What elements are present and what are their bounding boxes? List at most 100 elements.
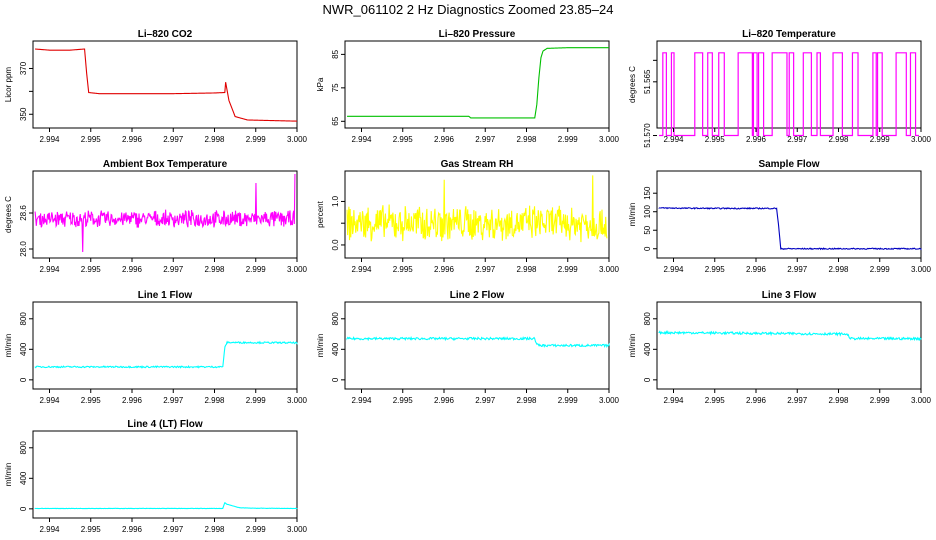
y-axis-label: Licor ppm: [4, 67, 13, 102]
y-tick-label: 800: [331, 312, 340, 326]
x-tick-label: 2.999: [558, 265, 579, 274]
y-tick-label: 800: [643, 312, 652, 326]
x-tick-label: 2.995: [393, 135, 414, 144]
series-line: [658, 206, 922, 251]
y-axis-label: ml/min: [4, 334, 13, 358]
y-axis-label: degrees C: [4, 196, 13, 233]
chart-title: Li–820 Temperature: [742, 29, 836, 40]
x-tick-label: 2.995: [81, 525, 102, 534]
y-axis-label: kPa: [316, 77, 325, 91]
x-tick-label: 3.000: [287, 396, 308, 405]
x-tick-label: 2.997: [787, 135, 808, 144]
chart-line1: Line 1 Flow 2.994 2.995 2.996 2.997 2.998 2.99…: [4, 290, 308, 405]
x-tick-label: 2.997: [163, 396, 184, 405]
chart-pressure: Li–820 Pressure 2.994 2.995 2.996 2.997 2.998…: [316, 29, 620, 144]
x-tick-label: 2.999: [246, 396, 267, 405]
x-tick-label: 2.995: [393, 396, 414, 405]
series-line: [658, 330, 922, 342]
y-tick-label: 28.0: [19, 241, 28, 257]
x-tick-label: 2.997: [787, 396, 808, 405]
y-tick-label: 0: [331, 377, 340, 382]
chart-title: Li–820 CO2: [138, 29, 193, 40]
plot-frame: [656, 170, 922, 259]
x-tick-label: 2.999: [870, 396, 891, 405]
x-tick-label: 2.996: [122, 135, 143, 144]
series-line: [659, 52, 919, 137]
x-tick-label: 2.998: [828, 265, 849, 274]
x-tick-label: 2.994: [663, 396, 684, 405]
y-tick-label: 51.570: [643, 123, 652, 148]
x-tick-label: 2.999: [870, 265, 891, 274]
x-tick-label: 2.994: [351, 135, 372, 144]
chart-title: Li–820 Pressure: [439, 29, 516, 40]
series-line: [347, 47, 609, 119]
x-tick-label: 2.998: [516, 265, 537, 274]
y-tick-label: 28.6: [19, 205, 28, 221]
x-tick-label: 3.000: [599, 265, 620, 274]
y-tick-label: 0: [643, 246, 652, 251]
x-tick-label: 3.000: [287, 135, 308, 144]
x-tick-label: 2.998: [516, 396, 537, 405]
x-tick-label: 2.994: [39, 265, 60, 274]
x-tick-label: 2.995: [705, 396, 726, 405]
plot-frame: [344, 40, 610, 129]
x-tick-label: 2.997: [475, 265, 496, 274]
series-line: [346, 336, 610, 348]
x-tick-label: 2.997: [787, 265, 808, 274]
x-tick-label: 3.000: [911, 396, 932, 405]
x-tick-label: 2.994: [351, 265, 372, 274]
x-tick-label: 2.995: [705, 265, 726, 274]
y-tick-label: 350: [19, 107, 28, 121]
plot-frame: [656, 301, 922, 390]
x-tick-label: 2.996: [122, 265, 143, 274]
y-tick-label: 0: [19, 377, 28, 382]
x-tick-label: 2.994: [663, 265, 684, 274]
x-tick-label: 2.997: [163, 525, 184, 534]
series-line: [34, 340, 298, 369]
chart-title: Line 3 Flow: [762, 290, 817, 301]
x-tick-label: 3.000: [911, 135, 932, 144]
x-tick-label: 2.999: [246, 525, 267, 534]
x-tick-label: 3.000: [287, 265, 308, 274]
y-tick-label: 51.565: [643, 69, 652, 94]
x-tick-label: 2.995: [81, 135, 102, 144]
x-tick-label: 3.000: [911, 265, 932, 274]
plot-frame: [32, 301, 298, 390]
x-tick-label: 2.998: [204, 265, 225, 274]
y-tick-label: 1.0: [331, 195, 340, 207]
x-tick-label: 3.000: [599, 396, 620, 405]
chart-line4: Line 4 (LT) Flow 2.994 2.995 2.996 2.997 2.99…: [4, 419, 308, 534]
chart-title: Gas Stream RH: [441, 159, 514, 170]
y-tick-label: 0: [19, 506, 28, 511]
x-tick-label: 2.994: [39, 396, 60, 405]
x-tick-label: 2.996: [434, 396, 455, 405]
x-tick-label: 2.996: [122, 525, 143, 534]
x-tick-label: 2.998: [828, 135, 849, 144]
y-tick-label: 65: [331, 116, 340, 125]
x-tick-label: 2.999: [246, 135, 267, 144]
x-tick-label: 2.998: [828, 396, 849, 405]
x-tick-label: 2.997: [163, 135, 184, 144]
y-tick-label: 400: [19, 342, 28, 356]
series-line: [35, 48, 298, 122]
y-axis-label: ml/min: [316, 334, 325, 358]
x-tick-label: 2.996: [746, 265, 767, 274]
x-tick-label: 2.998: [204, 135, 225, 144]
figure-title: NWR_061102 2 Hz Diagnostics Zoomed 23.85…: [322, 2, 614, 17]
chart-title: Ambient Box Temperature: [103, 159, 228, 170]
y-tick-label: 50: [643, 225, 652, 234]
x-tick-label: 2.999: [246, 265, 267, 274]
chart-rh: Gas Stream RH 2.994 2.995 2.996 2.997 2.998 2.…: [316, 159, 620, 274]
x-tick-label: 2.994: [351, 396, 372, 405]
x-tick-label: 2.994: [39, 525, 60, 534]
plot-frame: [32, 170, 298, 259]
y-tick-label: 85: [331, 49, 340, 58]
x-tick-label: 2.995: [81, 265, 102, 274]
x-tick-label: 2.999: [558, 135, 579, 144]
x-tick-label: 2.999: [870, 135, 891, 144]
y-tick-label: 800: [19, 312, 28, 326]
y-axis-label: ml/min: [628, 203, 637, 227]
x-tick-label: 2.997: [163, 265, 184, 274]
plot-frame: [32, 430, 298, 519]
